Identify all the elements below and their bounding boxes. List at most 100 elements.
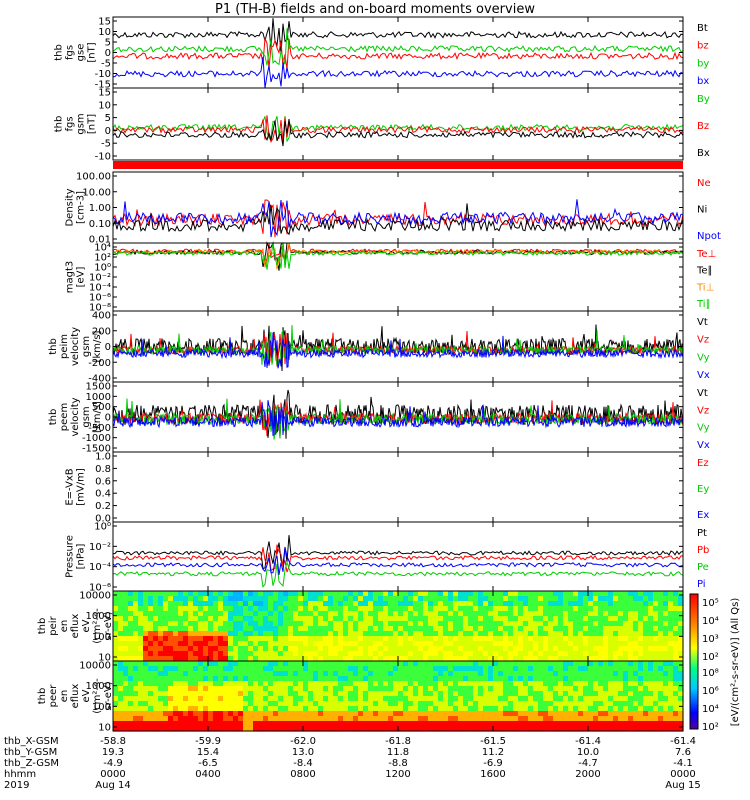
- spectrogram-cell: [148, 591, 154, 597]
- spectrogram-cell: [303, 611, 309, 617]
- spectrogram-cell: [168, 726, 174, 732]
- spectrogram-cell: [618, 616, 624, 622]
- spectrogram-cell: [253, 656, 259, 662]
- spectrogram-cell: [413, 611, 419, 617]
- spectrogram-cell: [133, 631, 139, 637]
- spectrogram-cell: [123, 701, 129, 707]
- x-label-z: -8.4: [293, 758, 313, 769]
- spectrogram-cell: [308, 686, 314, 692]
- spectrogram-cell: [288, 726, 294, 732]
- spectrogram-cell: [573, 606, 579, 612]
- spectrogram-cell: [628, 641, 634, 647]
- spectrogram-cell: [663, 616, 669, 622]
- spectrogram-cell: [583, 721, 589, 727]
- spectrogram-cell: [348, 646, 354, 652]
- spectrogram-cell: [613, 611, 619, 617]
- spectrogram-cell: [383, 601, 389, 607]
- spectrogram-cell: [158, 651, 164, 657]
- legend-Pi: Pi: [697, 579, 706, 590]
- spectrogram-cell: [368, 626, 374, 632]
- y-tick-label: -200: [88, 358, 111, 369]
- spectrogram-cell: [413, 711, 419, 717]
- spectrogram-cell: [443, 721, 449, 727]
- spectrogram-cell: [458, 641, 464, 647]
- spectrogram-cell: [388, 691, 394, 697]
- spectrogram-cell: [438, 686, 444, 692]
- spectrogram-cell: [113, 721, 119, 727]
- spectrogram-cell: [323, 666, 329, 672]
- spectrogram-cell: [208, 621, 214, 627]
- spectrogram-cell: [663, 666, 669, 672]
- spectrogram-cell: [653, 721, 659, 727]
- spectrogram-cell: [178, 711, 184, 717]
- spectrogram-cell: [413, 616, 419, 622]
- y-tick-label: -1000: [82, 433, 111, 444]
- spectrogram-cell: [388, 631, 394, 637]
- spectrogram-cell: [128, 616, 134, 622]
- spectrogram-cell: [403, 721, 409, 727]
- spectrogram-cell: [153, 671, 159, 677]
- spectrogram-cell: [463, 661, 469, 667]
- spectrogram-cell: [228, 676, 234, 682]
- spectrogram-cell: [408, 611, 414, 617]
- x-label-y: 10.0: [577, 747, 599, 758]
- spectrogram-cell: [593, 621, 599, 627]
- spectrogram-cell: [373, 701, 379, 707]
- spectrogram-cell: [368, 596, 374, 602]
- spectrogram-cell: [253, 591, 259, 597]
- spectrogram-cell: [353, 661, 359, 667]
- spectrogram-cell: [668, 646, 674, 652]
- spectrogram-cell: [203, 671, 209, 677]
- spectrogram-cell: [153, 661, 159, 667]
- legend-Bx: Bx: [697, 148, 710, 159]
- spectrogram-cell: [248, 646, 254, 652]
- spectrogram-cell: [348, 716, 354, 722]
- spectrogram-cell: [398, 651, 404, 657]
- spectrogram-cell: [188, 701, 194, 707]
- spectrogram-cell: [318, 671, 324, 677]
- spectrogram-cell: [633, 661, 639, 667]
- spectrogram-cell: [183, 661, 189, 667]
- spectrogram-cell: [488, 696, 494, 702]
- spectrogram-cell: [463, 631, 469, 637]
- spectrogram-cell: [113, 621, 119, 627]
- spectrogram-cell: [168, 696, 174, 702]
- spectrogram-cell: [443, 636, 449, 642]
- spectrogram-cell: [588, 676, 594, 682]
- spectrogram-cell: [263, 706, 269, 712]
- spectrogram-cell: [298, 676, 304, 682]
- spectrogram-cell: [528, 651, 534, 657]
- spectrogram-cell: [298, 641, 304, 647]
- spectrogram-cell: [458, 626, 464, 632]
- spectrogram-cell: [643, 701, 649, 707]
- spectrogram-cell: [663, 696, 669, 702]
- spectrogram-cell: [668, 656, 674, 662]
- spectrogram-cell: [163, 606, 169, 612]
- spectrogram-cell: [168, 661, 174, 667]
- spectrogram-cell: [453, 726, 459, 732]
- spectrogram-cell: [233, 676, 239, 682]
- spectrogram-cell: [433, 621, 439, 627]
- spectrogram-cell: [408, 591, 414, 597]
- spectrogram-cell: [568, 636, 574, 642]
- spectrogram-cell: [443, 631, 449, 637]
- spectrogram-cell: [608, 601, 614, 607]
- spectrogram-cell: [673, 666, 679, 672]
- spectrogram-cell: [393, 666, 399, 672]
- spectrogram-cell: [138, 651, 144, 657]
- spectrogram-cell: [468, 651, 474, 657]
- spectrogram-cell: [333, 686, 339, 692]
- spectrogram-cell: [418, 631, 424, 637]
- series-line-Vt: [112, 389, 684, 439]
- spectrogram-cell: [598, 606, 604, 612]
- spectrogram-cell: [468, 631, 474, 637]
- spectrogram-cell: [278, 601, 284, 607]
- spectrogram-cell: [358, 631, 364, 637]
- spectrogram-cell: [673, 726, 679, 732]
- spectrogram-cell: [393, 606, 399, 612]
- spectrogram-cell: [288, 721, 294, 727]
- spectrogram-cell: [138, 596, 144, 602]
- spectrogram-cell: [578, 636, 584, 642]
- spectrogram-cell: [463, 721, 469, 727]
- spectrogram-cell: [638, 686, 644, 692]
